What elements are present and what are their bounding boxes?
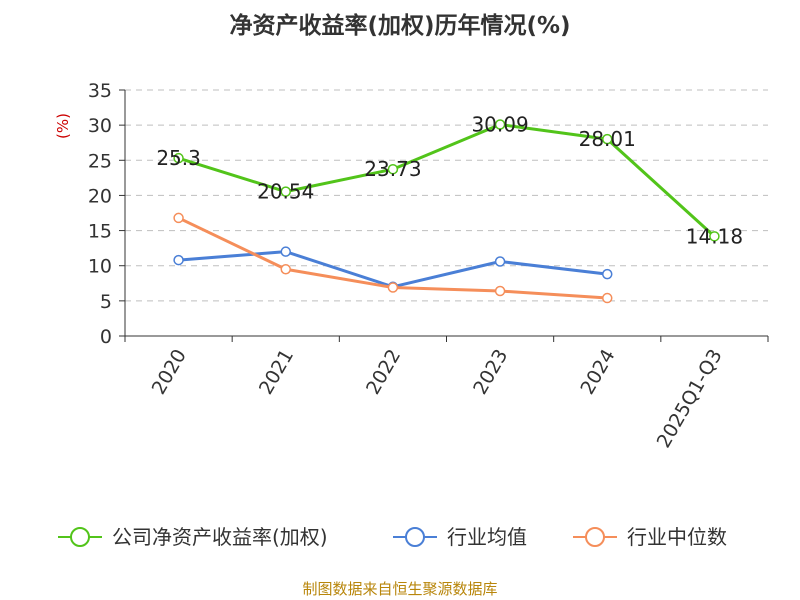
series-point-1: [602, 268, 613, 280]
legend-label-1: 行业均值: [447, 525, 527, 549]
y-tick-label: 5: [100, 291, 112, 313]
legend: 公司净资产收益率(加权) 行业均值 行业中位数: [58, 525, 727, 549]
legend-marker-2: [585, 527, 605, 547]
series-point-1: [494, 256, 506, 267]
series-point-2: [280, 263, 291, 275]
y-tick-label: 0: [100, 326, 112, 348]
series-point-2: [494, 285, 506, 297]
y-tick-label: 20: [88, 185, 112, 207]
series-layer: [173, 119, 720, 304]
series-point-2: [602, 292, 613, 304]
series-point-0: [602, 133, 613, 145]
y-tick-label: 25: [88, 150, 112, 172]
gridlines: [125, 89, 768, 302]
x-tick-label: 2023: [469, 346, 512, 399]
series-point-0: [173, 152, 184, 164]
series-point-2: [387, 282, 399, 293]
series-point-1: [173, 254, 184, 266]
chart-title: 净资产收益率(加权)历年情况(%): [229, 12, 570, 39]
data-label: 30.09: [471, 113, 528, 137]
series-line-0: [178, 123, 716, 238]
data-label: 14.18: [686, 224, 743, 248]
y-tick-label: 10: [88, 256, 112, 278]
y-tick-label: 15: [88, 221, 112, 243]
series-point-1: [280, 246, 291, 257]
series-point-2: [173, 212, 184, 224]
x-tick-label: 2025Q1-Q3: [653, 346, 727, 452]
data-label: 28.01: [579, 127, 636, 151]
series-point-0: [387, 163, 399, 175]
series-line-1: [178, 250, 608, 289]
series-point-0: [280, 186, 291, 197]
series-point-0: [494, 119, 506, 130]
source-note: 制图数据来自恒生聚源数据库: [302, 580, 497, 598]
data-label: 23.73: [364, 157, 421, 181]
data-label: 20.54: [257, 180, 314, 204]
data-label: 25.3: [156, 146, 201, 170]
legend-label-2: 行业中位数: [627, 525, 727, 549]
x-tick-label: 2020: [148, 346, 191, 399]
x-tick-label: 2024: [576, 346, 619, 399]
data-labels: 25.3 20.54 23.73 30.09 28.01 14.18: [156, 113, 743, 249]
x-tick-label: 2022: [362, 346, 405, 399]
legend-marker-1: [405, 527, 425, 547]
series-point-0: [709, 231, 720, 242]
legend-label-0: 公司净资产收益率(加权): [112, 525, 328, 549]
legend-marker-0: [70, 527, 90, 547]
y-tick-label: 30: [88, 115, 112, 137]
x-tick-label: 2021: [255, 346, 298, 399]
y-tick-label: 35: [88, 80, 112, 102]
y-axis-unit-label: (%): [54, 113, 72, 139]
